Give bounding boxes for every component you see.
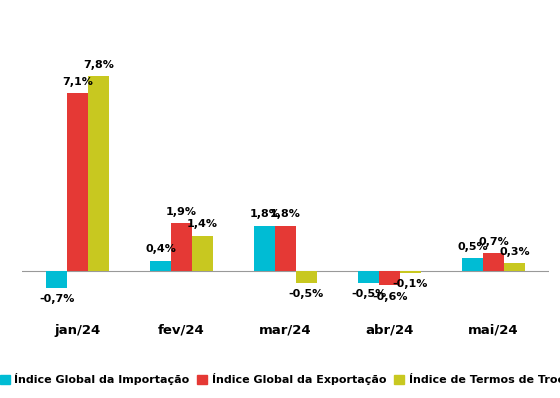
Text: 0,7%: 0,7% [478,237,509,247]
Bar [67,93,88,271]
Bar [296,271,317,283]
Bar [504,263,525,271]
Text: 0,4%: 0,4% [146,244,176,254]
Text: -0,5%: -0,5% [351,289,386,299]
Legend: Índice Global da Importação, Índice Global da Exportação, Índice de Termos de Tr: Índice Global da Importação, Índice Glob… [0,369,560,390]
Bar [358,271,379,283]
Bar [46,271,67,288]
Bar [192,236,213,271]
Bar [275,226,296,271]
Text: -0,6%: -0,6% [372,292,407,302]
Text: 1,9%: 1,9% [166,207,197,217]
Text: 1,4%: 1,4% [187,219,218,229]
Bar [483,253,504,271]
Bar [254,226,275,271]
Bar [463,258,483,271]
Text: 7,8%: 7,8% [83,60,114,70]
Text: 1,8%: 1,8% [270,209,301,219]
Text: 7,1%: 7,1% [62,77,93,87]
Text: 0,3%: 0,3% [499,247,530,257]
Bar [379,271,400,285]
Bar [400,271,421,273]
Text: 0,5%: 0,5% [458,242,488,252]
Bar [88,76,109,271]
Text: -0,5%: -0,5% [289,289,324,299]
Bar [150,261,171,271]
Text: -0,7%: -0,7% [39,294,74,304]
Bar [171,223,192,271]
Text: 1,8%: 1,8% [249,209,280,219]
Text: -0,1%: -0,1% [393,279,428,289]
